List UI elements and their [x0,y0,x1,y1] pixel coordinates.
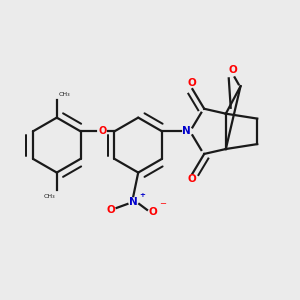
Text: O: O [228,65,237,76]
Text: +: + [139,192,145,198]
Text: −: − [159,199,166,208]
Text: O: O [106,205,115,215]
Text: CH₃: CH₃ [43,194,55,199]
Text: N: N [129,197,138,207]
Text: O: O [187,174,196,184]
Text: O: O [187,78,196,88]
Text: N: N [182,126,191,136]
Text: O: O [98,126,106,136]
Text: O: O [148,207,157,217]
Text: CH₃: CH₃ [59,92,70,97]
